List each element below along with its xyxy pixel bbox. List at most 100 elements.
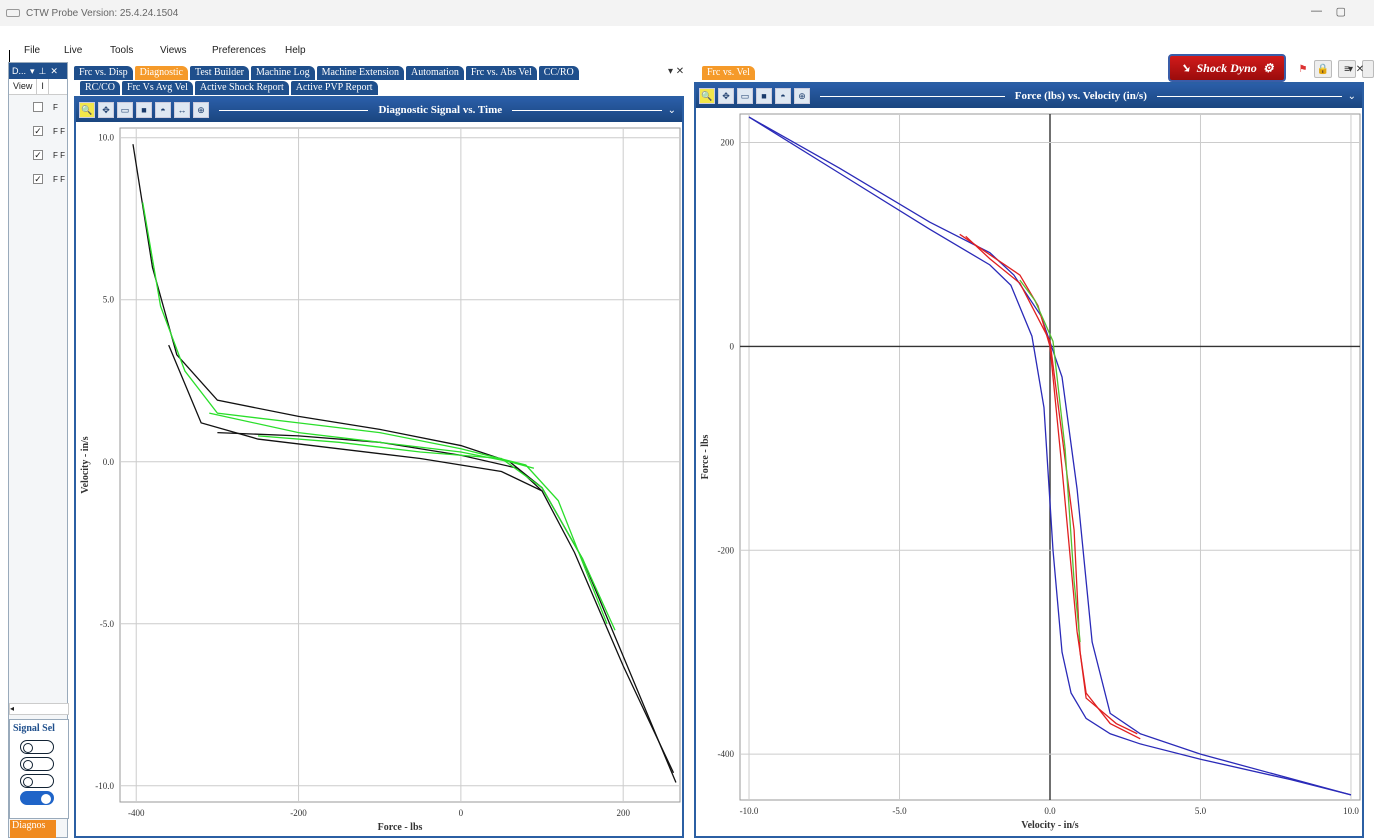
series-line (168, 344, 675, 774)
close-icon[interactable]: ✕ (50, 65, 58, 76)
tab-diagnostic[interactable]: Diagnostic (134, 66, 188, 80)
panel-menu-icon[interactable]: ▾ ✕ (1348, 64, 1365, 75)
list-item-label: F F (53, 126, 65, 136)
tab-machine-extension[interactable]: Machine Extension (316, 66, 405, 80)
reset-zoom-icon[interactable]: ⊕ (794, 88, 810, 104)
y-tick-label: 10.0 (98, 133, 114, 143)
checkbox[interactable]: ✓ (33, 126, 43, 136)
force-velocity-chart[interactable]: -10.0 -5.0 0.0 5.0 10.0 200 0 -200 -400 Velocity … (696, 108, 1362, 836)
signal-toggle[interactable] (20, 757, 54, 771)
signal-panel-title: D... (12, 66, 27, 76)
tab-frc-vs-abs-vel[interactable]: Frc vs. Abs Vel (465, 66, 537, 80)
chevron-down-icon[interactable]: ⌄ (667, 104, 676, 116)
y-tick-label: 0 (730, 341, 735, 351)
y-tick-label: -10.0 (95, 781, 114, 791)
flag-icon[interactable]: ⚑ (1298, 63, 1308, 75)
tab-frc-vs-disp[interactable]: Frc vs. Disp (74, 66, 133, 80)
dropdown-icon[interactable]: ▾ (30, 65, 35, 76)
diagnostic-chart-panel: 🔍 ✥ ▭ ■ ◓ ↔ ⊕ Diagnostic Signal vs. Time… (74, 96, 684, 838)
checkbox[interactable] (33, 102, 43, 112)
image-icon[interactable]: ▭ (117, 102, 133, 118)
tab-frc-vs-vel[interactable]: Frc vs. Vel (702, 66, 755, 80)
list-item-label: F F (53, 150, 65, 160)
gauge-icon[interactable]: ◓ (155, 102, 171, 118)
gauge-icon[interactable]: ◓ (775, 88, 791, 104)
zoom-icon[interactable]: 🔍 (79, 102, 95, 118)
signal-list-header: View I (9, 79, 67, 95)
tab-cc-ro[interactable]: CC/RO (538, 66, 579, 80)
fill-icon[interactable]: ■ (136, 102, 152, 118)
minimize-button[interactable]: — (1311, 5, 1322, 17)
chevron-down-icon[interactable]: ⌄ (1347, 90, 1357, 102)
column-i[interactable]: I (37, 79, 49, 94)
y-axis-label: Force - lbs (700, 434, 711, 479)
shock-dyno-label: Shock Dyno (1196, 60, 1257, 75)
lock-icon[interactable]: 🔒 (1314, 60, 1332, 78)
fit-icon[interactable]: ↔ (174, 102, 190, 118)
left-tabstrip-row2: RC/CO Frc Vs Avg Vel Active Shock Report… (80, 81, 378, 95)
series-line (1019, 279, 1081, 643)
signal-panel-header: D... ▾ ⊥ ✕ (9, 63, 67, 79)
reset-zoom-icon[interactable]: ⊕ (193, 102, 209, 118)
pan-icon[interactable]: ✥ (98, 102, 114, 118)
y-axis-label: Velocity - in/s (80, 436, 91, 494)
y-tick-label: -400 (718, 749, 735, 759)
list-item[interactable]: ✓ F F (9, 119, 67, 143)
series-line (217, 431, 543, 492)
app-title: CTW Probe Version: 25.4.24.1504 (26, 7, 179, 19)
column-view[interactable]: View (9, 79, 38, 94)
x-tick-label: 0.0 (1044, 806, 1056, 816)
series-line (142, 202, 608, 625)
signal-toggle[interactable] (20, 774, 54, 788)
window-titlebar: CTW Probe Version: 25.4.24.1504 — ▢ (0, 0, 1374, 26)
x-tick-label: 10.0 (1343, 806, 1359, 816)
menu-views[interactable]: Views (160, 45, 187, 56)
list-item[interactable]: ✓ F F (9, 167, 67, 191)
title-rule (512, 109, 662, 111)
maximize-button[interactable]: ▢ (1335, 6, 1346, 18)
y-tick-label: -5.0 (100, 619, 115, 629)
pan-icon[interactable]: ✥ (718, 88, 734, 104)
menu-tools[interactable]: Tools (110, 45, 134, 56)
signal-toggle[interactable] (20, 740, 54, 754)
x-axis-label: Force - lbs (378, 822, 423, 833)
menu-live[interactable]: Live (64, 45, 83, 56)
tab-automation[interactable]: Automation (406, 66, 464, 80)
tab-active-shock-report[interactable]: Active Shock Report (194, 81, 289, 95)
menubar: File Live Tools Views Preferences Help ➘… (0, 26, 1374, 82)
diagnostic-chart[interactable]: -400 -200 0 200 10.0 5.0 0.0 -5.0 -10.0 Force - l… (76, 122, 682, 836)
signal-toggle[interactable] (20, 791, 54, 805)
tab-active-pvp-report[interactable]: Active PVP Report (290, 81, 378, 95)
right-tabstrip: Frc vs. Vel (702, 66, 755, 80)
horizontal-scrollbar[interactable]: ◂ (9, 703, 69, 715)
wrench-icon: ➘ (1180, 60, 1191, 75)
list-item[interactable]: F (9, 95, 67, 119)
tab-machine-log[interactable]: Machine Log (250, 66, 315, 80)
y-tick-label: 0.0 (103, 457, 115, 467)
menu-help[interactable]: Help (285, 45, 306, 56)
checkbox[interactable]: ✓ (33, 150, 43, 160)
list-item[interactable]: ✓ F F (9, 143, 67, 167)
signal-list-panel: D... ▾ ⊥ ✕ View I F ✓ F F ✓ F F ✓ F F ◂ Sig… (8, 62, 69, 838)
x-axis-label: Velocity - in/s (1021, 820, 1079, 831)
tab-frc-vs-avg-vel[interactable]: Frc Vs Avg Vel (122, 81, 193, 95)
panel-menu-icon[interactable]: ▾ ✕ (668, 66, 685, 77)
fill-icon[interactable]: ■ (756, 88, 772, 104)
series-line (209, 412, 535, 469)
chart-toolbar: 🔍 ✥ ▭ ■ ◓ ↔ ⊕ Diagnostic Signal vs. Time… (76, 98, 682, 122)
scroll-left-icon[interactable]: ◂ (10, 704, 15, 713)
tab-rc-co[interactable]: RC/CO (80, 81, 121, 95)
diagnostic-bottom-tab[interactable]: Diagnos (10, 820, 56, 838)
checkbox[interactable]: ✓ (33, 174, 43, 184)
shock-dyno-button[interactable]: ➘ Shock Dyno ⚙ (1168, 54, 1286, 82)
tab-test-builder[interactable]: Test Builder (189, 66, 249, 80)
series-line (965, 235, 1138, 735)
menu-file[interactable]: File (24, 45, 41, 56)
title-rule (219, 109, 369, 111)
image-icon[interactable]: ▭ (737, 88, 753, 104)
zoom-icon[interactable]: 🔍 (699, 88, 715, 104)
layout-icon[interactable]: ≡ (1338, 60, 1356, 78)
menu-preferences[interactable]: Preferences (212, 45, 266, 56)
pin-icon[interactable]: ⊥ (38, 65, 47, 76)
list-item-label: F F (53, 174, 65, 184)
